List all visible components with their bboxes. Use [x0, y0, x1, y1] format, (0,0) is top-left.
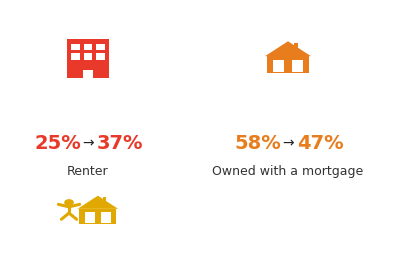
Text: 37%: 37% — [97, 134, 143, 153]
Text: →: → — [82, 136, 94, 150]
Bar — [84, 53, 92, 60]
Bar — [96, 44, 105, 50]
Bar — [103, 197, 106, 201]
Circle shape — [65, 200, 73, 205]
Bar — [294, 43, 298, 48]
Text: Owned with a mortgage: Owned with a mortgage — [212, 165, 364, 178]
Text: Renter: Renter — [67, 165, 109, 178]
Bar — [85, 212, 95, 217]
Text: 47%: 47% — [297, 134, 343, 153]
Bar — [267, 56, 309, 73]
Bar — [71, 53, 80, 60]
Bar — [71, 44, 80, 50]
Text: 25%: 25% — [35, 134, 81, 153]
Bar — [101, 212, 111, 217]
Text: 58%: 58% — [235, 134, 281, 153]
Bar — [84, 70, 92, 78]
Bar — [96, 53, 105, 60]
Text: →: → — [282, 136, 294, 150]
Polygon shape — [78, 196, 118, 209]
Bar — [292, 66, 303, 72]
Bar — [80, 209, 116, 224]
Bar — [273, 60, 284, 66]
Bar — [84, 44, 92, 50]
Bar — [85, 217, 95, 223]
Polygon shape — [265, 41, 311, 56]
Bar — [292, 60, 303, 66]
Bar — [101, 217, 111, 223]
Bar — [273, 66, 284, 72]
Bar — [67, 39, 109, 78]
